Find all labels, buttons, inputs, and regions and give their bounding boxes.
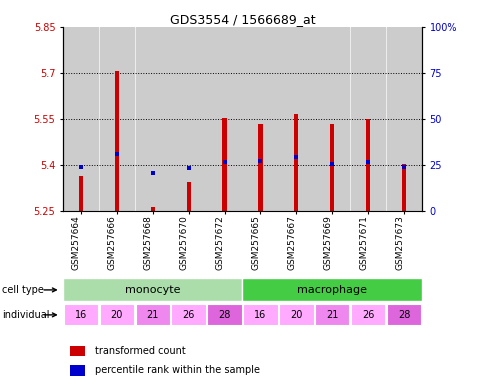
Bar [99, 27, 134, 211]
Bar [171, 27, 206, 211]
Bar [350, 27, 385, 211]
Bar [294, 114, 298, 211]
Bar [242, 278, 421, 301]
Text: percentile rank within the sample: percentile rank within the sample [95, 365, 260, 375]
Bar [365, 119, 369, 211]
Bar [278, 27, 313, 211]
Text: 21: 21 [146, 310, 159, 320]
Bar [63, 304, 98, 326]
Text: 28: 28 [218, 310, 230, 320]
Text: individual: individual [2, 310, 50, 320]
Bar [151, 207, 154, 211]
Bar [207, 304, 242, 326]
Bar [222, 118, 226, 211]
Text: transformed count: transformed count [95, 346, 186, 356]
Bar [63, 27, 98, 211]
Title: GDS3554 / 1566689_at: GDS3554 / 1566689_at [169, 13, 315, 26]
Text: 20: 20 [289, 310, 302, 320]
Bar [70, 346, 84, 356]
Bar [314, 27, 349, 211]
Text: cell type: cell type [2, 285, 44, 295]
Bar [63, 278, 242, 301]
Bar [115, 71, 119, 211]
Bar [207, 27, 242, 211]
Bar [386, 27, 421, 211]
Text: 26: 26 [182, 310, 195, 320]
Bar [135, 27, 170, 211]
Bar [386, 304, 421, 326]
Text: 28: 28 [397, 310, 409, 320]
Text: 16: 16 [254, 310, 266, 320]
Bar [186, 182, 190, 211]
Bar [314, 304, 349, 326]
Text: 26: 26 [361, 310, 374, 320]
Bar [70, 365, 84, 376]
Text: macrophage: macrophage [297, 285, 366, 295]
Bar [350, 304, 385, 326]
Bar [79, 176, 83, 211]
Bar [242, 304, 277, 326]
Bar [242, 27, 277, 211]
Bar [401, 164, 405, 211]
Text: 20: 20 [110, 310, 123, 320]
Bar [258, 124, 262, 211]
Bar [330, 124, 333, 211]
Text: monocyte: monocyte [125, 285, 180, 295]
Text: 21: 21 [325, 310, 338, 320]
Text: 16: 16 [75, 310, 87, 320]
Bar [171, 304, 206, 326]
Bar [99, 304, 134, 326]
Bar [278, 304, 313, 326]
Bar [135, 304, 170, 326]
